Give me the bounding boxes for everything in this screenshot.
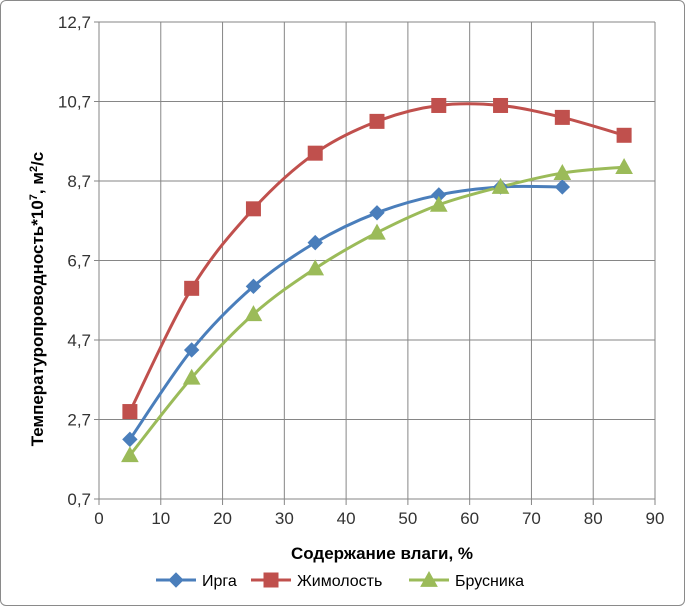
data-point-series-3 xyxy=(553,164,572,180)
series-lines xyxy=(128,102,625,457)
data-point-series-2 xyxy=(245,201,261,217)
data-point-series-3 xyxy=(368,223,386,240)
data-point-series-2 xyxy=(369,113,385,129)
data-point-series-3 xyxy=(306,259,325,276)
x-tick-label: 40 xyxy=(337,509,356,528)
x-tick-label: 80 xyxy=(584,509,603,528)
axes xyxy=(94,21,656,505)
data-point-series-2 xyxy=(431,97,447,113)
y-tick-label: 10,7 xyxy=(58,93,91,112)
data-point-series-2 xyxy=(493,97,509,113)
y-tick-label: 4,7 xyxy=(67,331,91,350)
legend-label-3: Брусника xyxy=(455,573,524,590)
y-axis-title-unit: , м xyxy=(28,172,47,194)
data-point-series-2 xyxy=(122,404,138,420)
y-axis-title: Температуропроводность*107, м2/с xyxy=(28,152,47,447)
y-tick-label: 12,7 xyxy=(58,13,91,32)
legend-label-2: Жимолость xyxy=(297,573,382,590)
x-tick-label: 60 xyxy=(460,509,479,528)
data-point-series-3 xyxy=(491,177,510,194)
y-tick-label: 8,7 xyxy=(67,172,91,191)
y-tick-label: 6,7 xyxy=(67,252,91,271)
data-point-series-1 xyxy=(307,234,323,251)
data-point-series-2 xyxy=(616,127,632,143)
data-point-series-1 xyxy=(183,342,200,358)
y-axis-title-unit-end: /с xyxy=(28,152,47,166)
x-tick-label: 10 xyxy=(151,509,170,528)
data-point-series-3 xyxy=(615,158,633,174)
data-point-series-3 xyxy=(429,195,448,212)
data-point-series-2 xyxy=(554,109,570,125)
data-point-series-1 xyxy=(554,179,571,195)
x-axis-title: Содержание влаги, % xyxy=(291,544,473,563)
x-tick-label: 70 xyxy=(522,509,541,528)
legend-label-1: Ирга xyxy=(202,573,237,590)
x-tick-label: 0 xyxy=(94,509,103,528)
data-point-series-2 xyxy=(184,280,200,296)
gridlines xyxy=(99,21,656,499)
y-tick-label: 2,7 xyxy=(67,411,91,430)
data-point-series-3 xyxy=(182,368,201,385)
series-markers xyxy=(121,97,633,463)
legend-marker-1 xyxy=(168,572,184,588)
data-point-series-1 xyxy=(369,205,385,221)
y-tick-label: 0,7 xyxy=(67,490,91,509)
x-tick-label: 30 xyxy=(275,509,294,528)
y-axis-title-exp: 7 xyxy=(28,194,40,200)
data-point-series-2 xyxy=(307,145,323,161)
tick-labels: 0,7 2,7 4,7 6,7 8,7 10,7 12,7 0 10 20 30 40 50 60 70 80… xyxy=(58,13,665,528)
y-axis-title-unit-exp: 2 xyxy=(28,166,40,172)
x-tick-label: 20 xyxy=(213,509,232,528)
data-point-series-3 xyxy=(244,305,263,322)
legend: Ирга Жимолость Брусника xyxy=(156,570,524,590)
data-point-series-3 xyxy=(121,446,139,463)
x-tick-label: 90 xyxy=(646,509,665,528)
y-axis-title-main: Температуропроводность*10 xyxy=(28,200,47,446)
x-tick-label: 50 xyxy=(398,509,417,528)
data-point-series-1 xyxy=(245,278,262,295)
legend-marker-2 xyxy=(263,572,279,588)
legend-marker-3 xyxy=(420,570,438,587)
